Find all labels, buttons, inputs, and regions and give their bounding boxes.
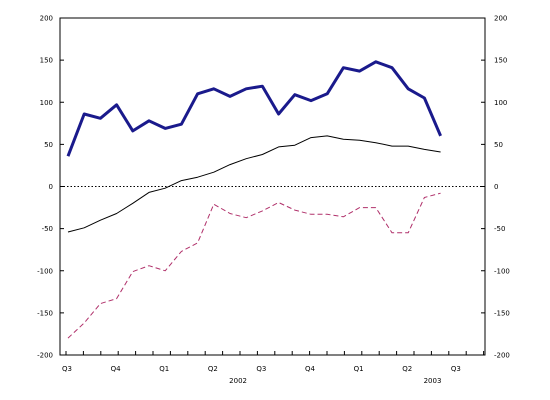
quarter-label: Q3 (62, 365, 72, 373)
quarter-label: Q2 (208, 365, 218, 373)
series-layer (66, 60, 442, 339)
right-axis: 200 150 100 50 0 -50 -100 -150 -200 (481, 15, 510, 360)
left-tick-label: -100 (37, 267, 53, 275)
series-line-thick (66, 60, 442, 157)
left-tick-label: -150 (37, 309, 53, 317)
quarter-label: Q4 (111, 365, 122, 373)
left-tick-label: 50 (44, 141, 53, 149)
left-tick-label: 0 (49, 183, 53, 191)
series-line-thin (67, 135, 441, 233)
quarter-label: Q4 (305, 365, 316, 373)
left-tick-label: 150 (40, 57, 53, 65)
quarter-label: Q3 (451, 365, 461, 373)
right-tick-label: -100 (494, 267, 510, 275)
quarter-label: Q1 (354, 365, 364, 373)
quarter-label: Q1 (159, 365, 169, 373)
left-axis: 200 150 100 50 0 -50 -100 -150 -200 (37, 15, 64, 360)
year-label: 2003 (424, 377, 442, 385)
quarter-label: Q2 (402, 365, 412, 373)
right-tick-label: 0 (494, 183, 498, 191)
right-tick-label: 100 (494, 99, 507, 107)
right-tick-label: 200 (494, 15, 507, 23)
series-line-dashed (67, 192, 441, 339)
left-tick-label: 200 (40, 15, 53, 23)
left-tick-label: -200 (37, 352, 53, 360)
right-tick-label: -200 (494, 352, 510, 360)
right-tick-label: -150 (494, 309, 510, 317)
right-tick-label: 150 (494, 57, 507, 65)
right-tick-label: -50 (494, 225, 505, 233)
left-tick-label: -50 (42, 225, 53, 233)
year-label: 2002 (229, 377, 247, 385)
right-tick-label: 50 (494, 141, 503, 149)
bottom-axis: Q3 Q4 Q1 Q2 Q3 Q4 Q1 Q2 Q3 2002 2003 (62, 351, 485, 385)
left-tick-label: 100 (40, 99, 53, 107)
quarter-label: Q3 (256, 365, 266, 373)
